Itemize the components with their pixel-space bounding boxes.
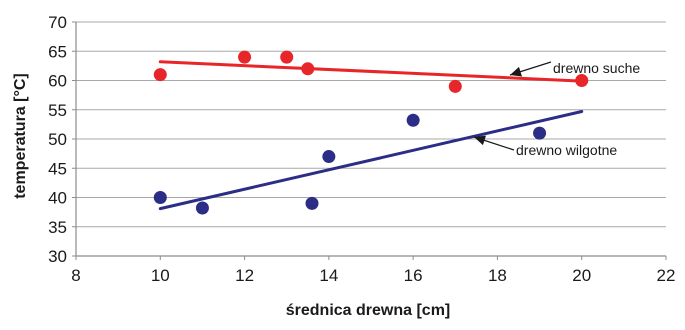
y-axis-title: temperatura [°C]	[12, 73, 29, 199]
x-tick-label: 22	[657, 266, 676, 285]
y-tick-label: 55	[48, 101, 67, 120]
point-layer	[153, 50, 589, 215]
annotation-label: drewno wilgotne	[516, 142, 617, 158]
data-point-series-1	[280, 50, 294, 64]
x-tick-label: 8	[71, 266, 80, 285]
y-tick-label: 65	[48, 42, 67, 61]
x-tick-label: 18	[488, 266, 507, 285]
data-point-series-2	[406, 113, 420, 127]
x-tick-label: 16	[404, 266, 423, 285]
trendline-layer	[158, 60, 584, 211]
data-point-series-2	[322, 150, 336, 164]
data-point-series-1	[301, 62, 315, 76]
x-tick-label: 14	[319, 266, 338, 285]
data-point-series-2	[533, 126, 547, 140]
y-tick-label: 40	[48, 189, 67, 208]
x-tick-label: 12	[235, 266, 254, 285]
y-tick-label: 30	[48, 247, 67, 266]
annotation-label: drewno suche	[553, 60, 640, 76]
data-point-series-1	[238, 50, 252, 64]
annotation-arrowhead	[474, 135, 487, 146]
grid-layer	[76, 21, 666, 256]
data-point-series-1	[153, 68, 167, 82]
y-tick-label: 70	[48, 13, 67, 32]
data-point-series-2	[305, 196, 319, 210]
data-point-series-1	[575, 74, 589, 87]
trendline-series-1	[158, 60, 584, 83]
data-point-series-2	[153, 191, 167, 204]
annotation-arrowhead	[510, 66, 522, 77]
y-tick-label: 35	[48, 218, 67, 237]
y-tick-label: 60	[48, 72, 67, 91]
axis-layer: 30 35 40 45 50 55 60 65 70 8 10 12 14 16 18 20 22	[48, 13, 675, 285]
trendline-series-2	[158, 110, 584, 211]
y-tick-label: 45	[48, 159, 67, 178]
x-tick-label: 20	[572, 266, 591, 285]
data-point-series-1	[448, 79, 462, 93]
y-tick-label: 50	[48, 130, 67, 149]
annotation-layer: drewno suche drewno wilgotne	[473, 60, 640, 158]
data-point-series-2	[195, 201, 209, 215]
x-tick-label: 10	[151, 266, 170, 285]
x-axis-title: średnica drewna [cm]	[286, 302, 451, 319]
